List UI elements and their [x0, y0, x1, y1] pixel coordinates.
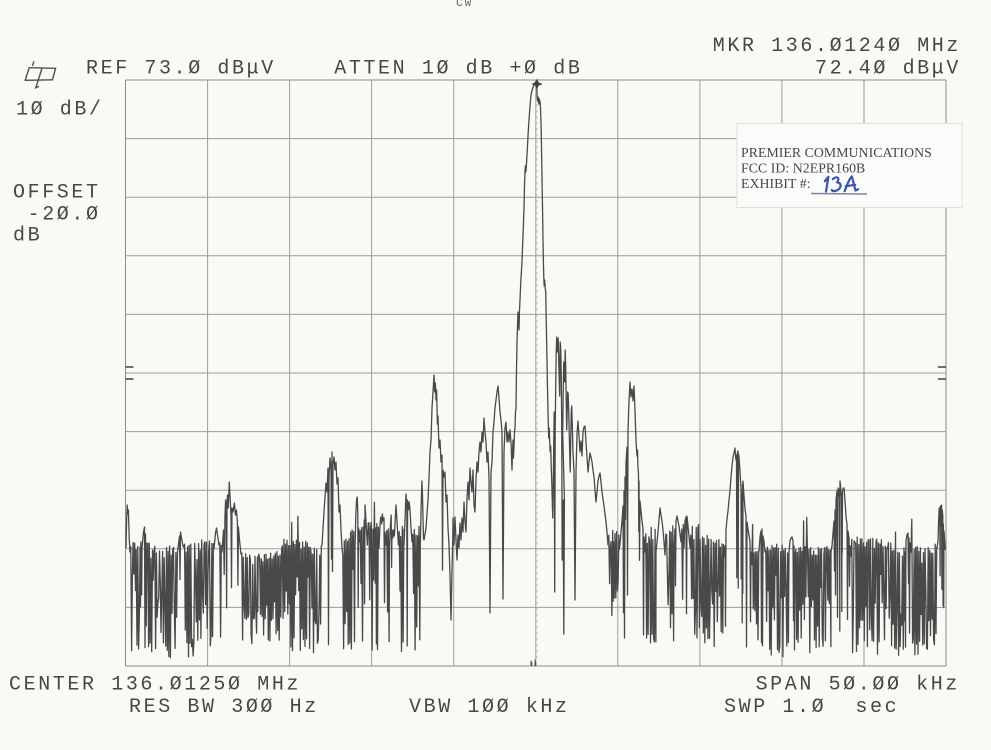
svg-text:CW: CW [456, 0, 473, 10]
svg-text:SPAN 5Ø.ØØ kHz: SPAN 5Ø.ØØ kHz [756, 674, 960, 697]
svg-text:-2Ø.Ø: -2Ø.Ø [13, 204, 101, 227]
svg-text:SWP 1.Ø sec: SWP 1.Ø sec [724, 696, 899, 719]
svg-text:72.4Ø dBμV: 72.4Ø dBμV [815, 58, 961, 81]
svg-text:dB: dB [13, 225, 42, 248]
svg-text:REF 73.Ø dBμV ATTEN 1Ø dB +: REF 73.Ø dBμV ATTEN 1Ø dB +Ø dB [86, 58, 582, 81]
svg-text:FCC ID: N2EPR160B: FCC ID: N2EPR160B [741, 161, 865, 176]
svg-text:OFFSET: OFFSET [13, 182, 101, 205]
svg-text:CENTER 136.Ø125Ø MHz: CENTER 136.Ø125Ø MHz [9, 674, 301, 697]
svg-text:1Ø dB/: 1Ø dB/ [16, 99, 104, 122]
svg-text:RES BW 3ØØ Hz: RES BW 3ØØ Hz [129, 696, 319, 719]
svg-text:MKR 136.Ø124Ø MHz: MKR 136.Ø124Ø MHz [713, 35, 961, 58]
svg-text:EXHIBIT #:: EXHIBIT #: [741, 176, 811, 191]
svg-text:VBW 1ØØ kHz: VBW 1ØØ kHz [409, 696, 570, 719]
svg-text:PREMIER COMMUNICATIONS: PREMIER COMMUNICATIONS [741, 145, 932, 160]
